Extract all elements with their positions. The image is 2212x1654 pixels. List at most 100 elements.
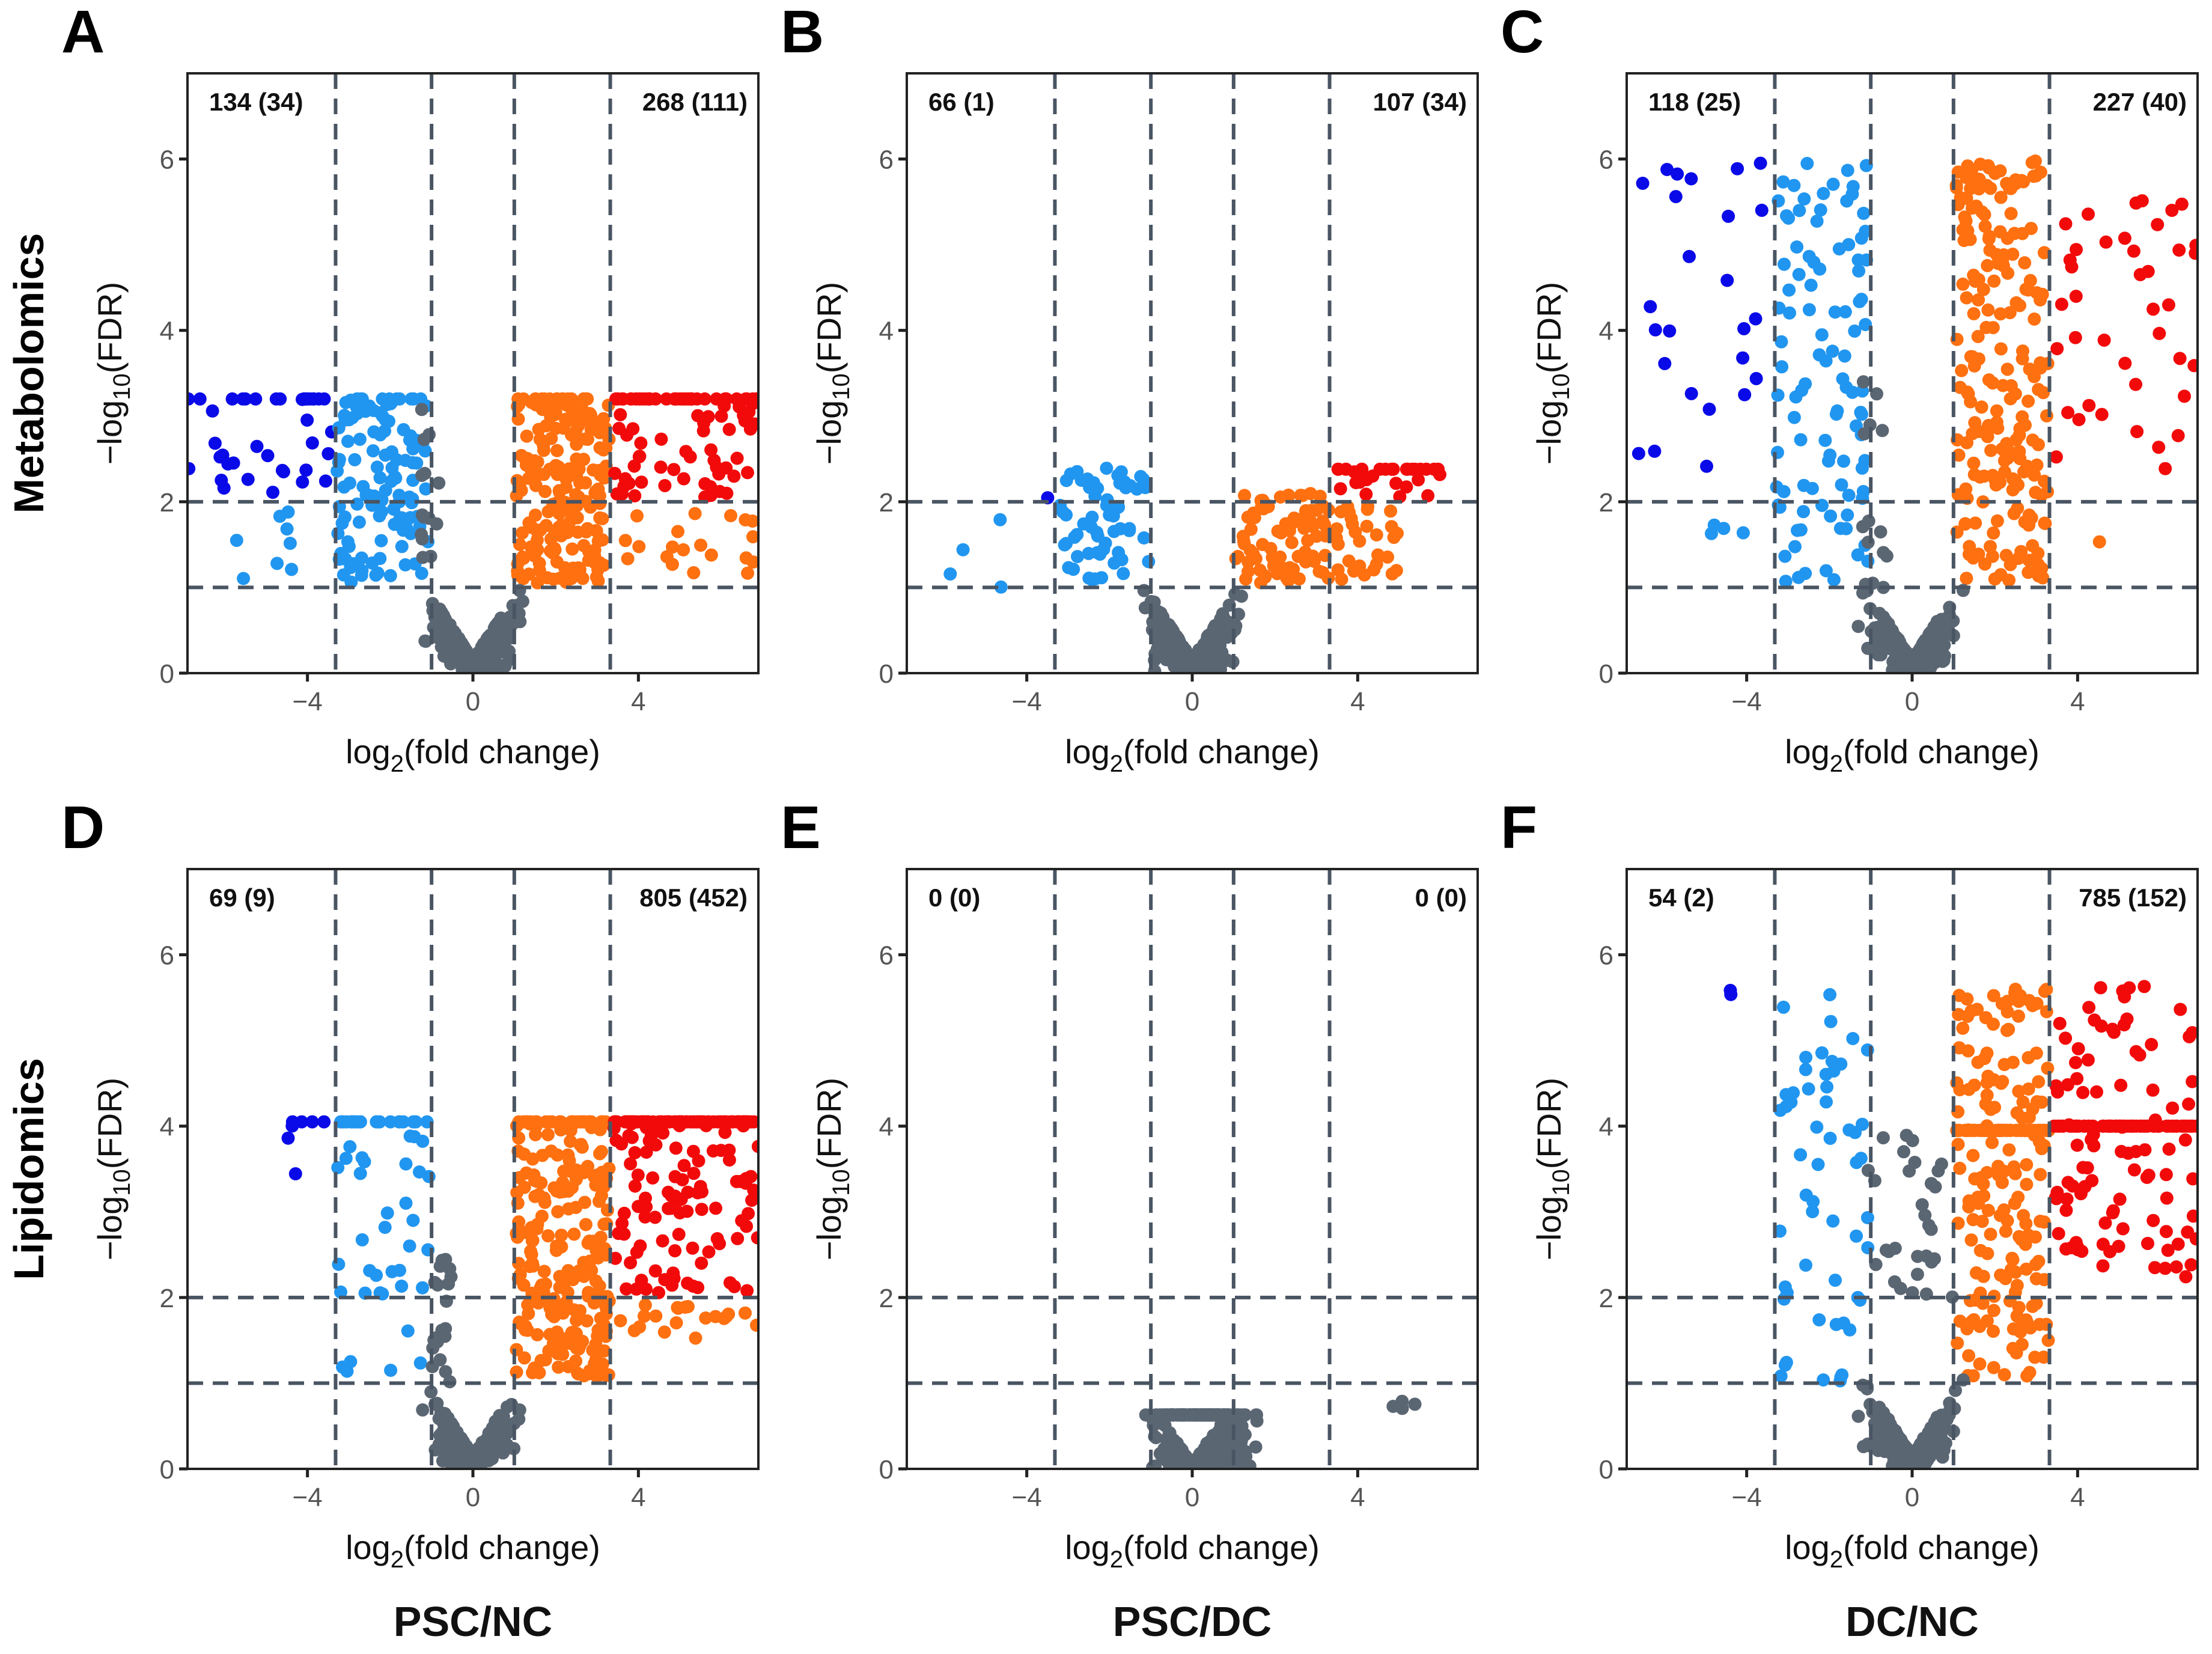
data-point-down (1797, 192, 1811, 206)
data-point-up (541, 505, 555, 519)
data-point-up (1975, 1215, 1989, 1228)
data-point-down (994, 580, 1008, 594)
data-point-up-strong (2179, 1270, 2193, 1284)
data-point-down (1814, 203, 1827, 217)
data-point-up-strong (667, 463, 681, 477)
data-point-up (569, 1354, 583, 1368)
data-point-down (406, 1213, 420, 1227)
data-point-ns (1888, 1275, 1901, 1289)
y-tick-label: 6 (160, 145, 174, 175)
data-point-up (2041, 1334, 2055, 1347)
data-point-ns (1910, 1268, 1924, 1281)
data-point-up-strong (2076, 1085, 2090, 1099)
count-label-down: 54 (2) (1648, 883, 1714, 912)
count-label-down: 134 (34) (209, 88, 303, 116)
data-point-up (1385, 567, 1399, 581)
data-point-down (336, 1360, 349, 1374)
data-point-ns (433, 1353, 447, 1367)
y-tick-label: 6 (879, 941, 894, 971)
data-point-down (1837, 1316, 1850, 1330)
data-point-ns (1851, 1409, 1865, 1423)
data-point-down-strong (1648, 444, 1662, 458)
y-axis-label-text: −log (1530, 1196, 1568, 1260)
data-point-ns (1876, 1131, 1890, 1145)
data-point-up (2022, 554, 2036, 567)
data-point-up (1960, 291, 1973, 305)
data-point-up (1976, 282, 1990, 296)
data-point-down-strong (305, 1115, 319, 1129)
data-point-down-strong (1632, 447, 1645, 460)
data-point-up (1981, 258, 1994, 272)
data-point-down (1804, 278, 1818, 292)
data-point-down (1082, 572, 1096, 585)
data-point-up-strong (751, 1231, 758, 1245)
data-point-down (1834, 1370, 1848, 1384)
data-point-down (401, 1324, 415, 1338)
data-point-down (1829, 1274, 1842, 1287)
data-point-up (2026, 1299, 2040, 1313)
data-point-up (671, 1301, 684, 1314)
data-point-up-strong (2098, 1216, 2112, 1230)
data-point-down (1787, 410, 1801, 424)
y-tick-label: 6 (879, 145, 894, 175)
data-point-up (1342, 554, 1356, 568)
data-point-down-strong (217, 481, 231, 495)
data-point-ns (1928, 1180, 1942, 1194)
data-point-up (2003, 392, 2017, 406)
data-point-up (2000, 1005, 2014, 1019)
data-point-up-strong (2061, 1176, 2075, 1189)
data-point-up-strong (745, 1194, 758, 1207)
data-point-up-strong (2055, 298, 2068, 311)
data-point-up-strong (2182, 1097, 2196, 1111)
x-axis-label: log2(fold change) (1785, 1528, 2040, 1573)
data-point-ns (1144, 594, 1158, 608)
data-point-up (550, 392, 564, 406)
data-point-down (378, 1221, 392, 1234)
x-tick-label: 4 (631, 687, 645, 716)
data-point-down (1830, 404, 1844, 418)
data-point-down (380, 1206, 394, 1220)
count-label-up: 107 (34) (1373, 88, 1467, 116)
data-point-down (943, 567, 957, 581)
data-point-up (1963, 540, 1976, 554)
data-point-down-strong (1755, 203, 1769, 217)
data-point-up-strong (2049, 1079, 2063, 1093)
data-point-down (1827, 573, 1841, 587)
data-point-down-strong (241, 472, 255, 486)
data-point-ns (1190, 653, 1203, 667)
data-point-up-strong (1400, 480, 1413, 494)
data-point-up (556, 1347, 570, 1361)
data-point-down (1071, 550, 1084, 563)
data-point-down-strong (1683, 249, 1696, 263)
data-point-up (561, 1264, 575, 1278)
data-point-down (353, 432, 367, 446)
data-point-up-strong (2095, 407, 2109, 421)
data-point-up-strong (2141, 1236, 2154, 1250)
data-point-down (355, 564, 369, 578)
x-axis-label: log2(fold change) (1065, 733, 1320, 777)
data-point-up (516, 550, 529, 564)
data-point-down (1845, 385, 1859, 399)
data-point-up-strong (2146, 1083, 2160, 1097)
data-point-up-strong (746, 392, 758, 406)
data-point-down (1778, 549, 1792, 563)
data-point-down (1770, 480, 1784, 494)
data-point-ns (1153, 629, 1166, 642)
data-point-up (2032, 438, 2045, 451)
data-point-up-strong (2081, 1053, 2095, 1067)
data-point-up (2022, 283, 2035, 297)
data-point-ns (415, 469, 428, 482)
data-point-up (534, 523, 547, 537)
data-point-up (551, 1205, 565, 1219)
data-point-up (2032, 383, 2046, 397)
data-point-ns (497, 632, 511, 645)
data-point-up-strong (2178, 389, 2191, 403)
data-point-down (1823, 1132, 1837, 1145)
data-point-up (1957, 234, 1971, 248)
data-point-up (741, 566, 755, 580)
data-point-up (694, 539, 708, 552)
data-point-up (1991, 1159, 2005, 1173)
data-point-up (510, 1227, 523, 1240)
data-point-up (1979, 1011, 1993, 1025)
